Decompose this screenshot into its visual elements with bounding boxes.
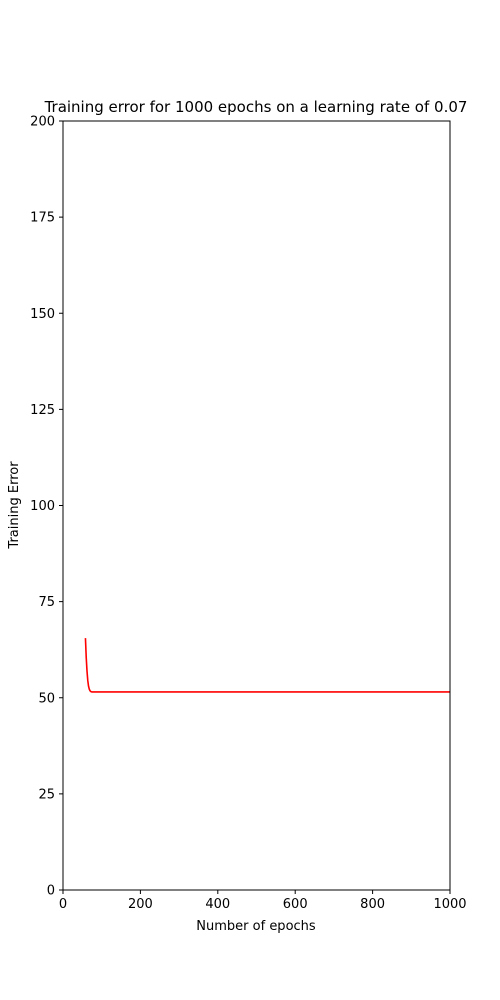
- chart-title: Training error for 1000 epochs on a lear…: [44, 98, 468, 116]
- series-line-0: [84, 638, 450, 693]
- y-tick-label-25: 25: [38, 787, 55, 802]
- x-tick-label-400: 400: [205, 897, 230, 912]
- y-tick-label-0: 0: [47, 884, 55, 899]
- plot-frame: [62, 120, 451, 891]
- y-tick-label-50: 50: [38, 691, 55, 706]
- y-tick-label-125: 125: [30, 403, 55, 418]
- plot-area: 0 200 400 600 800 1000 0 25 50 75 100 125 150 175 200: [30, 115, 466, 913]
- y-tick-label-75: 75: [38, 595, 55, 610]
- x-axis-label: Number of epochs: [196, 919, 316, 934]
- y-tick-label-150: 150: [30, 307, 55, 322]
- x-tick-label-1000: 1000: [433, 897, 466, 912]
- x-tick-label-600: 600: [283, 897, 308, 912]
- x-tick-label-0: 0: [59, 897, 67, 912]
- x-tick-label-800: 800: [360, 897, 385, 912]
- y-axis-label: Training Error: [7, 461, 22, 550]
- y-tick-label-175: 175: [30, 211, 55, 226]
- x-tick-label-200: 200: [128, 897, 153, 912]
- y-tick-label-100: 100: [30, 499, 55, 514]
- y-tick-label-200: 200: [30, 115, 55, 130]
